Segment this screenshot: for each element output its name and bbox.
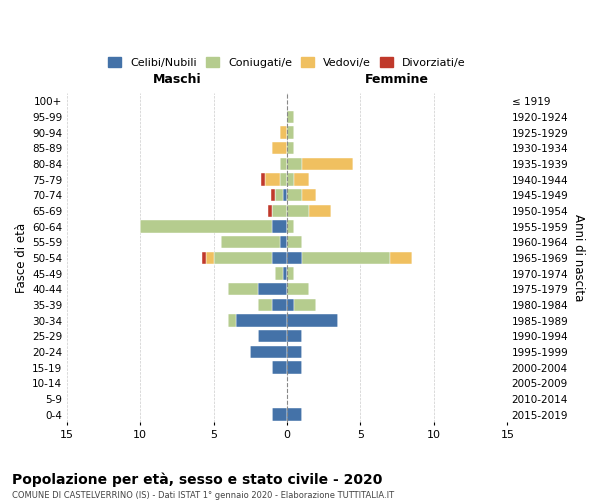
Bar (309, 204, 331, 217)
Bar (275, 189, 283, 202)
Bar (257, 298, 272, 311)
Bar (280, 236, 287, 248)
Bar (287, 298, 295, 311)
Bar (287, 252, 302, 264)
Bar (271, 189, 275, 202)
Bar (287, 346, 302, 358)
Bar (287, 189, 302, 202)
Bar (287, 283, 309, 296)
Bar (228, 314, 236, 327)
Bar (287, 110, 295, 123)
Bar (206, 252, 214, 264)
Text: Femmine: Femmine (365, 72, 429, 86)
Bar (257, 330, 287, 342)
Bar (283, 189, 287, 202)
Bar (295, 298, 316, 311)
Bar (272, 362, 287, 374)
Bar (221, 236, 280, 248)
Bar (287, 362, 302, 374)
Bar (250, 346, 287, 358)
Bar (275, 268, 283, 280)
Text: COMUNE DI CASTELVERRINO (IS) - Dati ISTAT 1° gennaio 2020 - Elaborazione TUTTITA: COMUNE DI CASTELVERRINO (IS) - Dati ISTA… (12, 491, 394, 500)
Bar (280, 173, 287, 186)
Bar (287, 314, 338, 327)
Bar (287, 204, 309, 217)
Bar (272, 204, 287, 217)
Bar (302, 189, 316, 202)
Y-axis label: Anni di nascita: Anni di nascita (572, 214, 585, 302)
Bar (390, 252, 412, 264)
Bar (280, 126, 287, 139)
Bar (287, 236, 302, 248)
Bar (287, 142, 295, 154)
Bar (295, 173, 309, 186)
Bar (280, 158, 287, 170)
Bar (283, 268, 287, 280)
Bar (214, 252, 272, 264)
Bar (302, 158, 353, 170)
Y-axis label: Fasce di età: Fasce di età (15, 223, 28, 293)
Bar (287, 173, 295, 186)
Text: Popolazione per età, sesso e stato civile - 2020: Popolazione per età, sesso e stato civil… (12, 472, 382, 487)
Bar (202, 252, 206, 264)
Bar (260, 173, 265, 186)
Bar (287, 220, 295, 233)
Bar (236, 314, 287, 327)
Bar (302, 252, 390, 264)
Bar (287, 408, 302, 421)
Bar (268, 204, 272, 217)
Bar (228, 283, 257, 296)
Text: Maschi: Maschi (152, 72, 201, 86)
Bar (257, 283, 287, 296)
Bar (265, 173, 280, 186)
Bar (287, 330, 302, 342)
Bar (272, 142, 287, 154)
Bar (272, 220, 287, 233)
Bar (272, 298, 287, 311)
Legend: Celibi/Nubili, Coniugati/e, Vedovi/e, Divorziati/e: Celibi/Nubili, Coniugati/e, Vedovi/e, Di… (104, 53, 470, 72)
Bar (287, 268, 295, 280)
Bar (272, 252, 287, 264)
Bar (287, 126, 295, 139)
Bar (272, 408, 287, 421)
Bar (287, 158, 302, 170)
Bar (140, 220, 272, 233)
